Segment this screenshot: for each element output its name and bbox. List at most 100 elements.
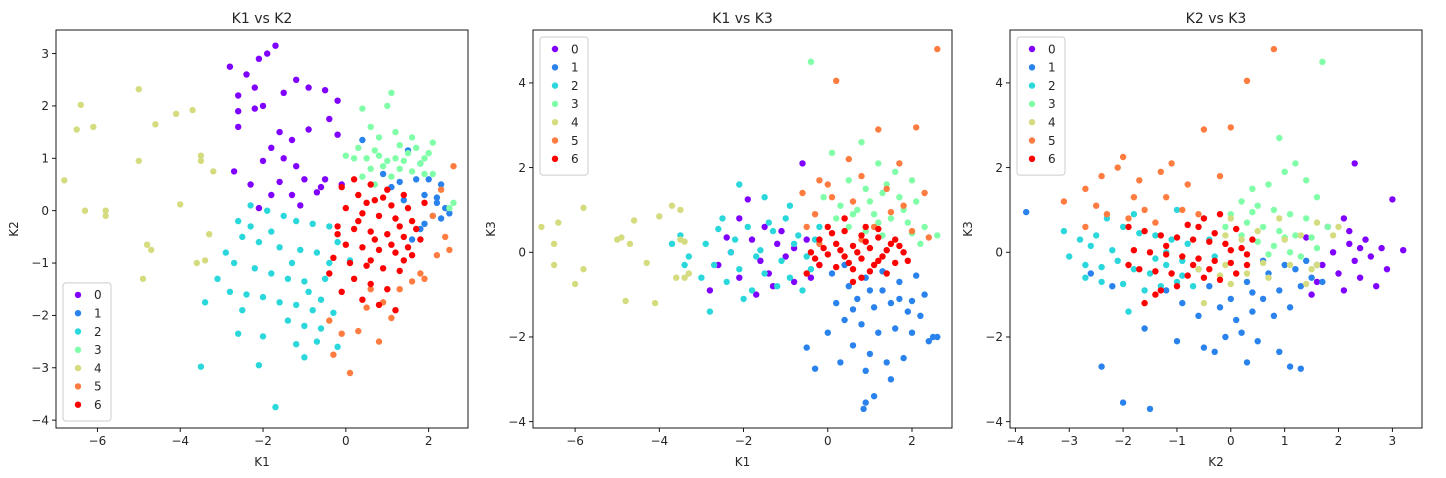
data-point-cluster-3	[1265, 181, 1272, 188]
data-point-cluster-6	[371, 197, 378, 204]
data-point-cluster-5	[858, 172, 865, 180]
data-point-cluster-0	[268, 144, 275, 151]
data-point-cluster-1	[421, 191, 428, 199]
data-point-cluster-0	[1308, 291, 1315, 298]
legend-box	[1016, 36, 1066, 176]
data-point-cluster-6	[359, 210, 366, 217]
data-point-cluster-0	[799, 160, 806, 167]
data-point-cluster-6	[400, 191, 407, 199]
legend-marker-6	[1028, 155, 1036, 162]
data-point-cluster-5	[816, 177, 823, 184]
data-point-cluster-2	[748, 287, 756, 294]
data-point-cluster-2	[1093, 232, 1100, 239]
data-point-cluster-5	[934, 45, 941, 53]
data-point-cluster-5	[417, 270, 424, 277]
legend-label-4: 4	[1048, 116, 1056, 130]
data-point-cluster-5	[1216, 172, 1224, 180]
data-point-cluster-0	[1362, 236, 1369, 243]
data-point-cluster-1	[862, 399, 869, 406]
data-point-cluster-6	[862, 238, 869, 245]
data-point-cluster-4	[152, 121, 159, 128]
data-point-cluster-3	[379, 163, 387, 170]
data-point-cluster-2	[1098, 263, 1105, 271]
data-point-cluster-4	[580, 266, 587, 273]
data-point-cluster-6	[1211, 230, 1218, 237]
data-point-cluster-1	[913, 272, 920, 279]
data-point-cluster-5	[1227, 124, 1235, 131]
data-point-cluster-0	[276, 178, 283, 186]
data-point-cluster-6	[375, 301, 383, 309]
data-point-cluster-2	[214, 275, 221, 282]
data-point-cluster-6	[384, 286, 391, 293]
x-axis-label: K1	[735, 455, 751, 469]
data-point-cluster-0	[1346, 240, 1353, 247]
data-point-cluster-6	[417, 236, 424, 243]
data-point-cluster-5	[1243, 77, 1251, 85]
data-point-cluster-2	[235, 217, 242, 225]
data-point-cluster-3	[1303, 215, 1310, 222]
x-tick-label: −6	[566, 434, 584, 448]
data-point-cluster-2	[799, 287, 806, 294]
data-point-cluster-6	[892, 236, 899, 243]
y-tick-label: 0	[995, 245, 1003, 259]
data-point-cluster-3	[384, 157, 391, 165]
chart-title: K2 vs K3	[1186, 11, 1247, 27]
data-point-cluster-0	[723, 234, 730, 241]
legend-label-6: 6	[571, 152, 579, 166]
data-point-cluster-2	[317, 325, 325, 332]
data-point-cluster-6	[355, 217, 362, 225]
data-point-cluster-6	[1216, 211, 1224, 218]
data-point-cluster-1	[1233, 316, 1240, 324]
data-point-cluster-4	[673, 274, 680, 281]
data-point-cluster-2	[1189, 283, 1197, 290]
data-point-cluster-0	[293, 76, 300, 84]
data-point-cluster-1	[1243, 278, 1251, 286]
data-point-cluster-4	[1265, 274, 1272, 281]
data-point-cluster-1	[1281, 261, 1288, 269]
data-point-cluster-4	[201, 257, 209, 264]
data-point-cluster-6	[342, 204, 349, 212]
data-point-cluster-4	[1313, 219, 1321, 226]
data-point-cluster-5	[338, 330, 345, 337]
data-point-cluster-6	[363, 262, 370, 269]
data-point-cluster-3	[1265, 251, 1272, 258]
data-point-cluster-3	[833, 215, 840, 222]
data-point-cluster-0	[326, 115, 333, 123]
data-point-cluster-0	[276, 128, 283, 136]
data-point-cluster-6	[359, 296, 366, 303]
data-point-cluster-3	[1286, 249, 1294, 256]
data-point-cluster-2	[226, 288, 234, 295]
legend-marker-5	[551, 137, 559, 144]
legend-marker-6	[551, 155, 559, 162]
data-point-cluster-6	[1195, 255, 1202, 262]
data-point-cluster-4	[1329, 232, 1337, 239]
data-point-cluster-3	[1324, 223, 1332, 231]
data-point-cluster-1	[1173, 338, 1181, 345]
data-point-cluster-1	[1286, 304, 1294, 311]
data-point-cluster-0	[782, 253, 789, 260]
data-point-cluster-2	[685, 253, 692, 260]
data-point-cluster-1	[1163, 287, 1170, 294]
data-point-cluster-6	[849, 266, 857, 273]
data-point-cluster-2	[1173, 206, 1181, 214]
data-point-cluster-3	[388, 173, 395, 180]
data-point-cluster-2	[710, 261, 718, 269]
y-tick-label: 4	[995, 76, 1003, 90]
data-point-cluster-3	[1243, 219, 1251, 226]
data-point-cluster-6	[1200, 274, 1208, 281]
data-point-cluster-0	[235, 123, 242, 131]
data-point-cluster-5	[1093, 202, 1100, 209]
data-point-cluster-4	[102, 207, 109, 214]
data-point-cluster-5	[811, 211, 819, 218]
data-point-cluster-1	[425, 176, 432, 183]
data-point-cluster-6	[820, 244, 827, 252]
x-tick-label: 1	[1281, 434, 1289, 448]
data-point-cluster-2	[268, 228, 275, 235]
data-point-cluster-6	[334, 223, 341, 230]
data-point-cluster-3	[845, 223, 852, 231]
data-point-cluster-0	[297, 202, 304, 209]
data-point-cluster-6	[367, 257, 374, 264]
data-point-cluster-2	[736, 181, 743, 188]
data-point-cluster-0	[247, 181, 254, 188]
data-point-cluster-6	[1152, 291, 1159, 298]
